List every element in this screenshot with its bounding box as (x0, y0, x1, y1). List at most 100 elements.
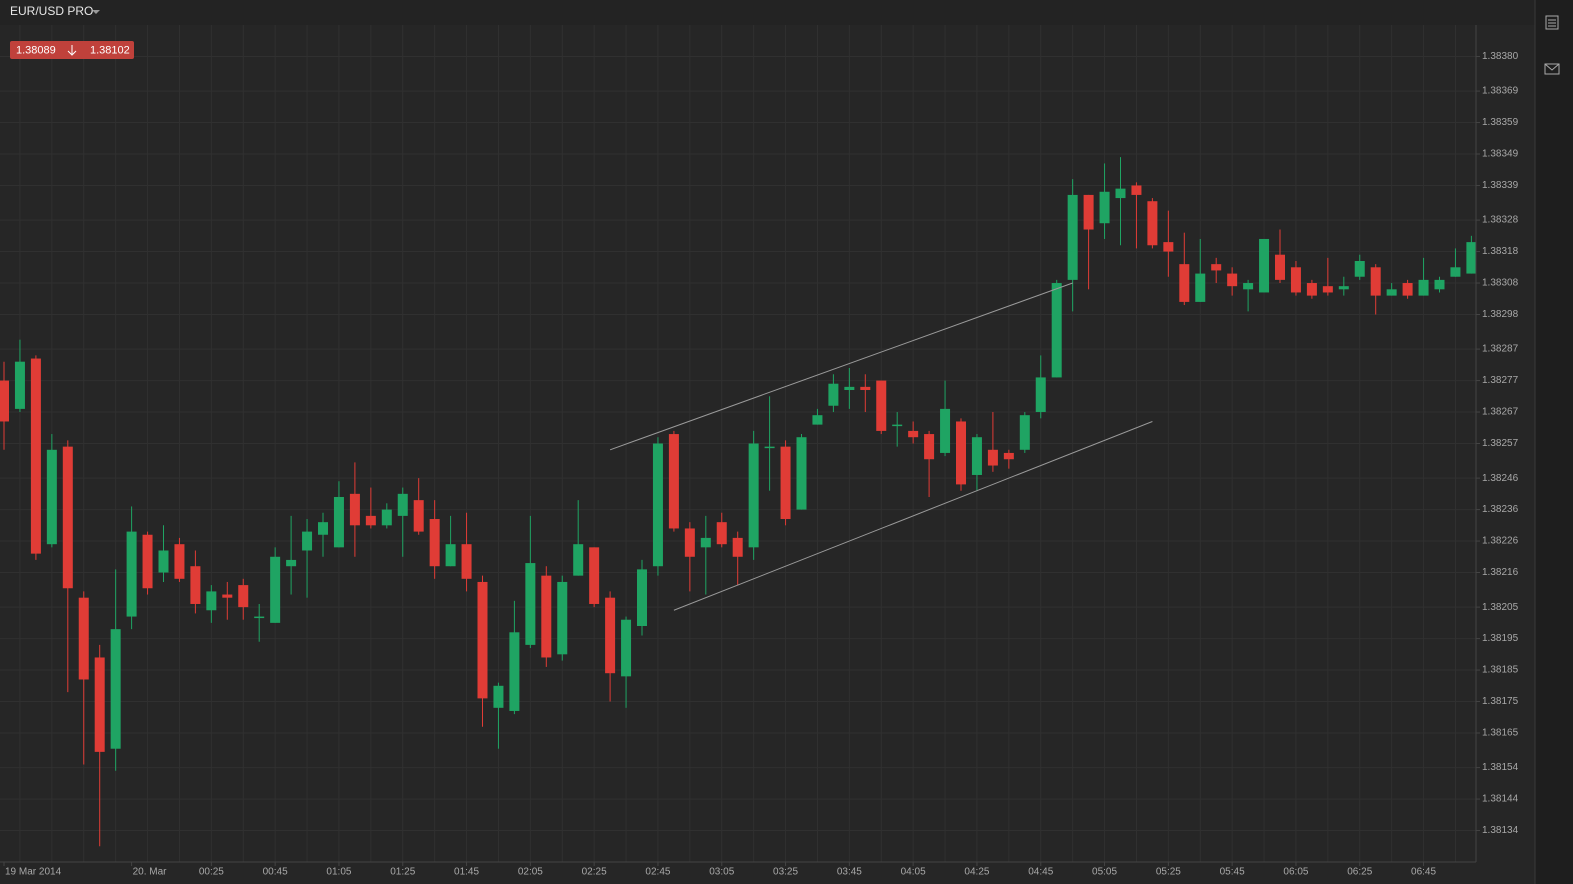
y-tick-label: 1.38328 (1482, 215, 1519, 226)
candle-body (1259, 238, 1270, 293)
candle-body (333, 496, 344, 548)
y-tick-label: 1.38257 (1482, 438, 1519, 449)
candle-body (589, 547, 600, 604)
x-tick-label: 02:05 (518, 867, 543, 878)
y-tick-label: 1.38134 (1482, 825, 1519, 836)
candle-body (780, 446, 791, 520)
y-tick-label: 1.38165 (1482, 728, 1519, 739)
list-icon[interactable] (1545, 15, 1559, 30)
candle-body (1370, 267, 1381, 296)
y-tick-label: 1.38349 (1482, 149, 1519, 160)
candle-body (796, 437, 807, 510)
candle-body (1115, 188, 1126, 199)
mail-icon[interactable] (1544, 63, 1560, 75)
candle-body (318, 522, 328, 535)
candle-body (525, 563, 536, 645)
y-tick-label: 1.38369 (1482, 86, 1519, 97)
candle-body (1195, 273, 1206, 302)
candle-body (1083, 194, 1094, 230)
candle-body (828, 383, 839, 406)
x-tick-label: 02:25 (582, 867, 607, 878)
candle-body (286, 559, 297, 567)
y-tick-label: 1.38236 (1482, 504, 1519, 515)
candle-body (1067, 194, 1078, 280)
candle-body (557, 581, 568, 655)
candle-body (461, 544, 472, 579)
candle-body (1418, 279, 1429, 296)
y-tick-label: 1.38339 (1482, 180, 1519, 191)
y-tick-label: 1.38318 (1482, 246, 1519, 257)
candle-body (732, 537, 743, 557)
candle-body (541, 575, 552, 658)
y-tick-label: 1.38216 (1482, 567, 1519, 578)
candle-body (190, 566, 201, 604)
x-tick-label: 03:05 (709, 867, 734, 878)
candle-body (142, 534, 153, 589)
candle-body (110, 629, 121, 749)
candle-body (381, 509, 392, 526)
candle-body (397, 493, 408, 516)
candle-body (1402, 283, 1413, 296)
candle-body (238, 585, 249, 608)
x-tick-label: 03:45 (837, 867, 862, 878)
y-tick-label: 1.38246 (1482, 473, 1519, 484)
candle-body (700, 537, 711, 548)
candle-body (206, 591, 217, 611)
candle-body (1227, 273, 1238, 287)
candle-body (1035, 377, 1046, 413)
candle-body (222, 594, 233, 598)
header-bar (0, 0, 1535, 25)
candle-body (62, 446, 73, 589)
candle-body (270, 556, 281, 623)
candle-body (1163, 242, 1174, 252)
candle-body (1179, 264, 1190, 302)
candle-body (764, 446, 775, 449)
y-tick-label: 1.38205 (1482, 602, 1519, 613)
x-tick-label: 04:05 (901, 867, 926, 878)
candle-body (1243, 283, 1254, 290)
bid-price: 1.38089 (16, 44, 56, 56)
candle-body (748, 443, 759, 548)
candle-body (573, 544, 584, 576)
candle-body (254, 616, 265, 619)
candle-body (1354, 260, 1365, 277)
candle-body (1019, 415, 1030, 450)
candle-body (1099, 191, 1110, 224)
candle-body (1450, 267, 1461, 277)
candle-body (445, 544, 456, 567)
x-tick-label: 05:05 (1092, 867, 1117, 878)
candle-body (860, 386, 871, 391)
candle-body (812, 415, 823, 425)
y-tick-label: 1.38144 (1482, 794, 1519, 805)
candle-body (0, 380, 9, 422)
ask-price: 1.38102 (90, 44, 130, 56)
candle-body (621, 619, 632, 677)
x-tick-label: 03:25 (773, 867, 798, 878)
x-tick-label: 01:25 (390, 867, 415, 878)
x-tick-label: 05:25 (1156, 867, 1181, 878)
y-tick-label: 1.38277 (1482, 375, 1519, 386)
candle-body (1466, 242, 1477, 274)
y-tick-label: 1.38267 (1482, 407, 1519, 418)
candle-body (493, 685, 504, 708)
x-tick-label: 20. Mar (133, 867, 168, 878)
symbol-dropdown[interactable] (92, 10, 100, 14)
candle-body (413, 500, 424, 532)
x-tick-label: 06:45 (1411, 867, 1436, 878)
x-tick-label: 01:45 (454, 867, 479, 878)
candle-body (684, 528, 695, 557)
candle-body (956, 421, 966, 485)
x-tick-label: 05:45 (1220, 867, 1245, 878)
y-tick-label: 1.38175 (1482, 696, 1519, 707)
candle-body (302, 531, 313, 551)
candle-body (477, 581, 488, 699)
y-tick-label: 1.38298 (1482, 309, 1519, 320)
candle-body (716, 522, 727, 545)
y-tick-label: 1.38185 (1482, 665, 1519, 676)
candle-body (605, 597, 616, 674)
candle-body (94, 657, 105, 752)
candle-body (971, 437, 982, 475)
symbol[interactable]: EUR/USD PRO (10, 4, 93, 18)
